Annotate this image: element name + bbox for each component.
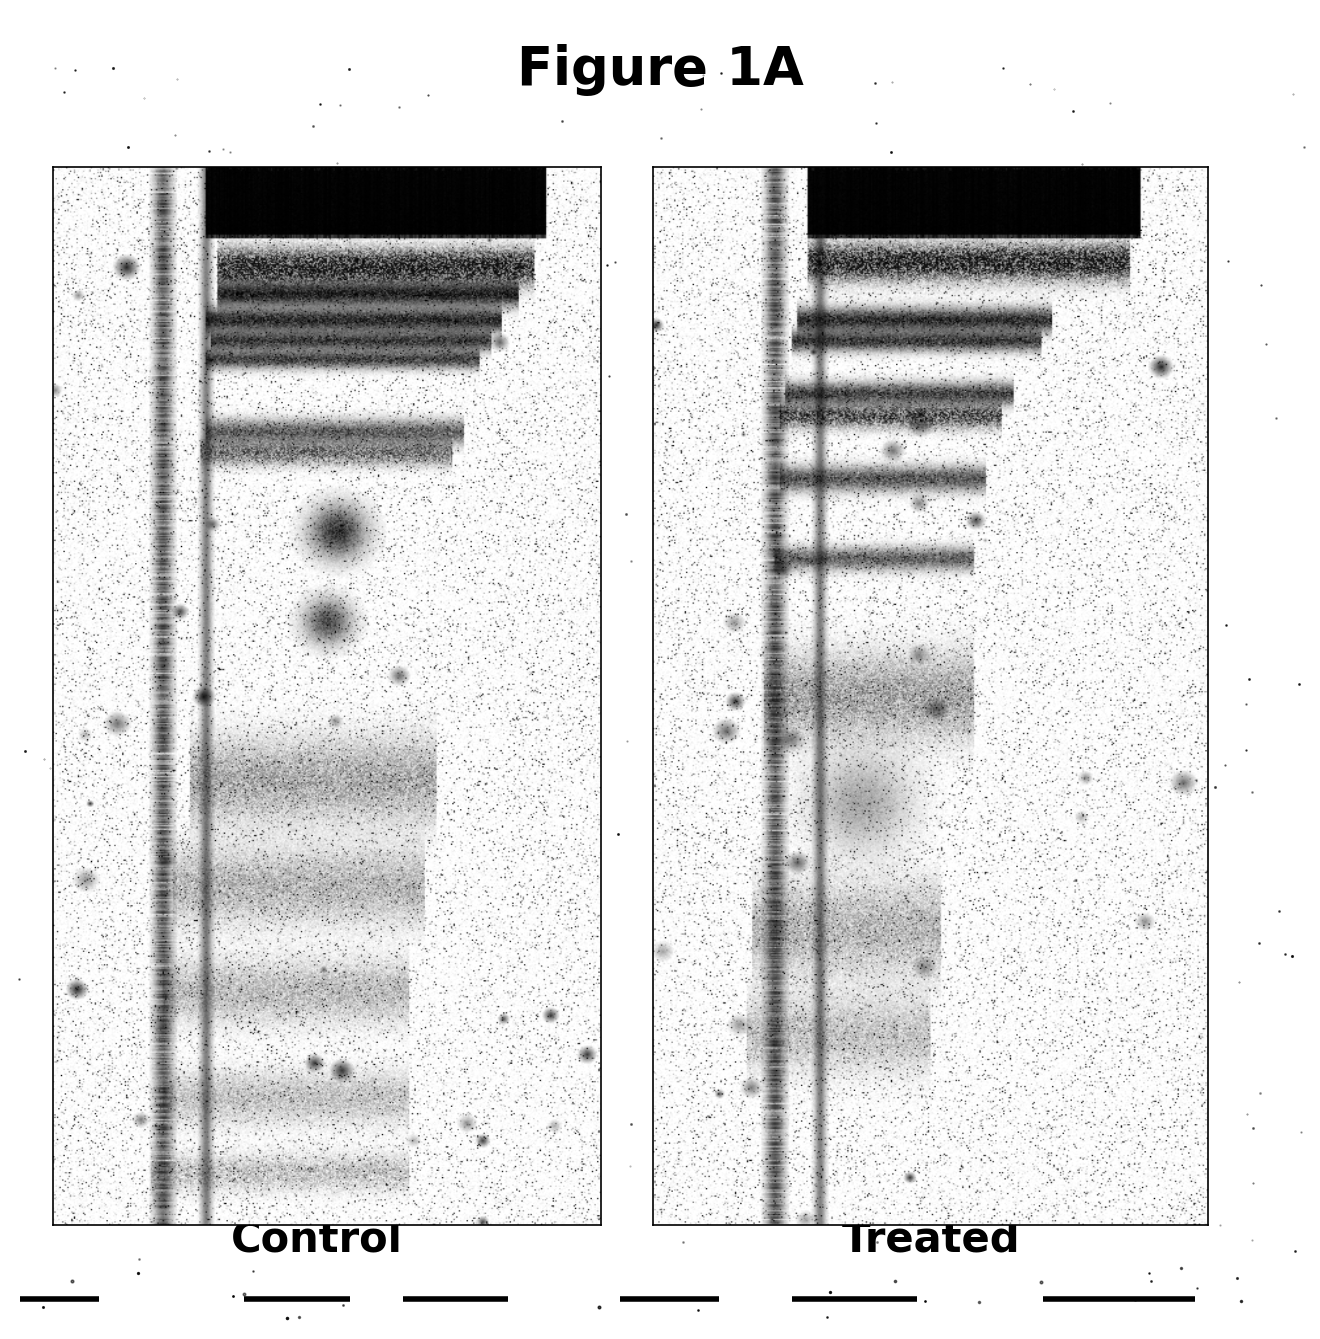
Text: Treated: Treated (841, 1218, 1020, 1261)
Text: O3: O3 (985, 244, 1139, 270)
Text: Control: Control (231, 1218, 403, 1261)
Text: N1: N1 (338, 576, 525, 605)
Text: N4: N4 (358, 469, 525, 498)
Text: O4: O4 (985, 424, 1139, 454)
Text: Figure 1A: Figure 1A (516, 44, 804, 95)
Text: N3: N3 (404, 261, 539, 291)
Text: N2: N2 (378, 382, 539, 411)
Text: O1: O1 (978, 525, 1139, 556)
Text: O2: O2 (989, 335, 1152, 364)
